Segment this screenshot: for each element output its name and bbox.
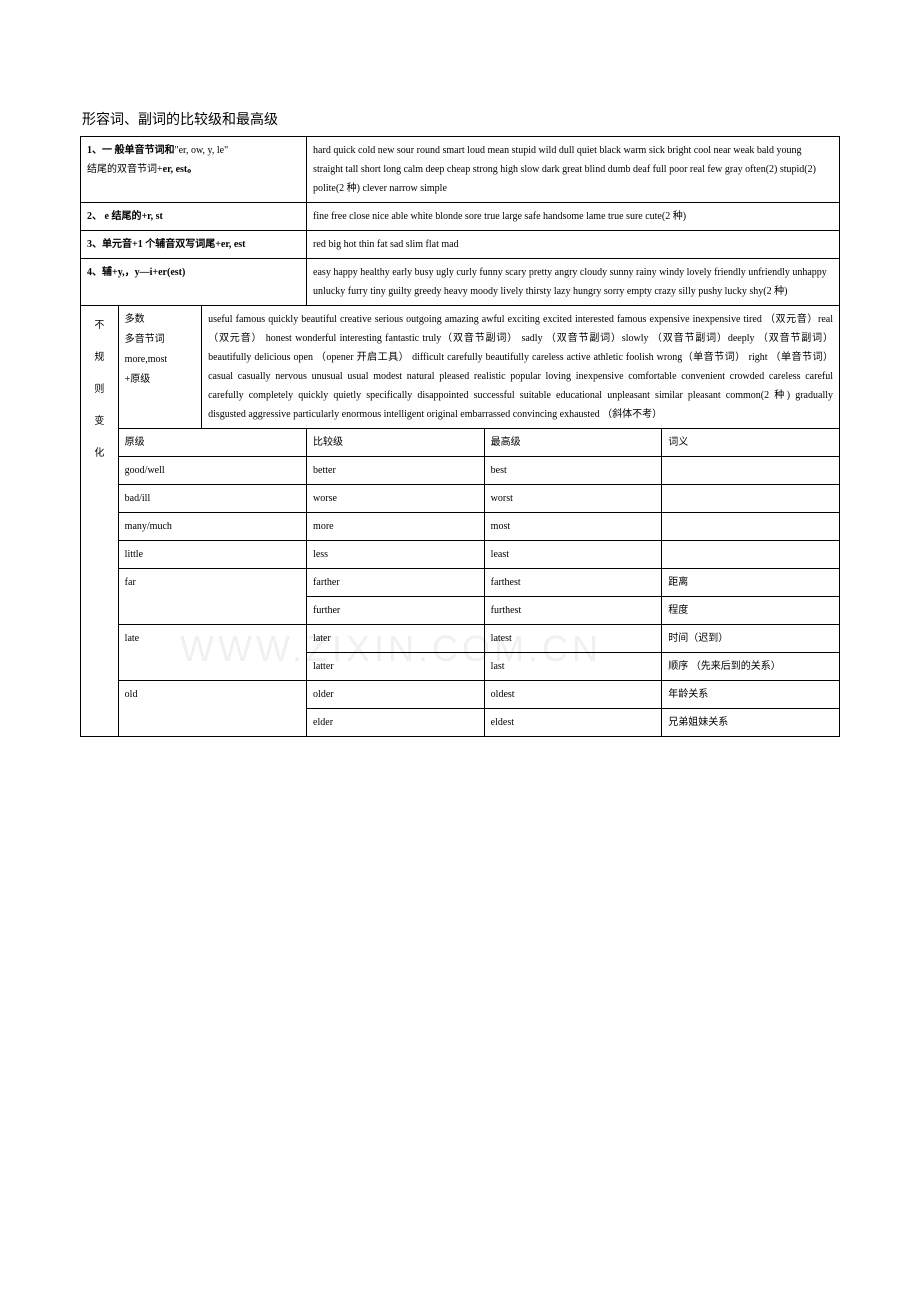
cell: oldest: [484, 681, 662, 709]
cell: 距离: [662, 569, 840, 597]
cell: farther: [307, 569, 485, 597]
cell: eldest: [484, 709, 662, 737]
table-row: far farther farthest 距离: [81, 569, 840, 597]
cell: last: [484, 653, 662, 681]
rule-label: 4、辅+y,，y—i+er(est): [81, 259, 307, 306]
table-row: late later latest 时间（迟到）: [81, 625, 840, 653]
cell: older: [307, 681, 485, 709]
cell: good/well: [118, 457, 306, 485]
cell: less: [307, 541, 485, 569]
cell: better: [307, 457, 485, 485]
table-row: bad/ill worse worst: [81, 485, 840, 513]
col-header: 最高级: [484, 429, 662, 457]
col-header: 比较级: [307, 429, 485, 457]
grammar-table: 1、一 般单音节词和"er, ow, y, le" 结尾的双音节词+er, es…: [80, 136, 840, 737]
cell: more: [307, 513, 485, 541]
table-row: little less least: [81, 541, 840, 569]
cell: elder: [307, 709, 485, 737]
col-header: 词义: [662, 429, 840, 457]
cell: [662, 457, 840, 485]
table-row: 4、辅+y,，y—i+er(est) easy happy healthy ea…: [81, 259, 840, 306]
table-row: 2、 e 结尾的+r, st fine free close nice able…: [81, 203, 840, 231]
many-words: useful famous quickly beautiful creative…: [202, 306, 840, 429]
cell: late: [118, 625, 306, 681]
cell: 时间（迟到）: [662, 625, 840, 653]
table-row: 1、一 般单音节词和"er, ow, y, le" 结尾的双音节词+er, es…: [81, 137, 840, 203]
rule-words: red big hot thin fat sad slim flat mad: [307, 231, 840, 259]
cell: latest: [484, 625, 662, 653]
cell: later: [307, 625, 485, 653]
cell: 程度: [662, 597, 840, 625]
cell: furthest: [484, 597, 662, 625]
rule-label: 1、一 般单音节词和"er, ow, y, le" 结尾的双音节词+er, es…: [81, 137, 307, 203]
cell: far: [118, 569, 306, 625]
sub-label: 多数 多音节词 more,most +原级: [118, 306, 201, 429]
table-row: old older oldest 年龄关系: [81, 681, 840, 709]
table-row: 原级 比较级 最高级 词义: [81, 429, 840, 457]
table-row: many/much more most: [81, 513, 840, 541]
cell: best: [484, 457, 662, 485]
cell: many/much: [118, 513, 306, 541]
rule-words: hard quick cold new sour round smart lou…: [307, 137, 840, 203]
cell: 年龄关系: [662, 681, 840, 709]
table-row: 不 规 则 变 化 多数 多音节词 more,most +原级 useful f…: [81, 306, 840, 429]
rule-words: easy happy healthy early busy ugly curly…: [307, 259, 840, 306]
rule-words: fine free close nice able white blonde s…: [307, 203, 840, 231]
cell: latter: [307, 653, 485, 681]
cell: 兄弟姐妹关系: [662, 709, 840, 737]
cell: most: [484, 513, 662, 541]
rule-label: 2、 e 结尾的+r, st: [81, 203, 307, 231]
cell: worst: [484, 485, 662, 513]
cell: worse: [307, 485, 485, 513]
cell: [662, 485, 840, 513]
rule-label: 3、单元音+1 个辅音双写词尾+er, est: [81, 231, 307, 259]
col-header: 原级: [118, 429, 306, 457]
cell: little: [118, 541, 306, 569]
cell: [662, 513, 840, 541]
cell: bad/ill: [118, 485, 306, 513]
cell: farthest: [484, 569, 662, 597]
table-row: 3、单元音+1 个辅音双写词尾+er, est red big hot thin…: [81, 231, 840, 259]
irregular-label: 不 规 则 变 化: [81, 306, 119, 737]
cell: 顺序 （先来后到的关系）: [662, 653, 840, 681]
cell: [662, 541, 840, 569]
table-row: good/well better best: [81, 457, 840, 485]
cell: least: [484, 541, 662, 569]
cell: old: [118, 681, 306, 737]
page-title: 形容词、副词的比较级和最高级: [80, 110, 840, 132]
cell: further: [307, 597, 485, 625]
